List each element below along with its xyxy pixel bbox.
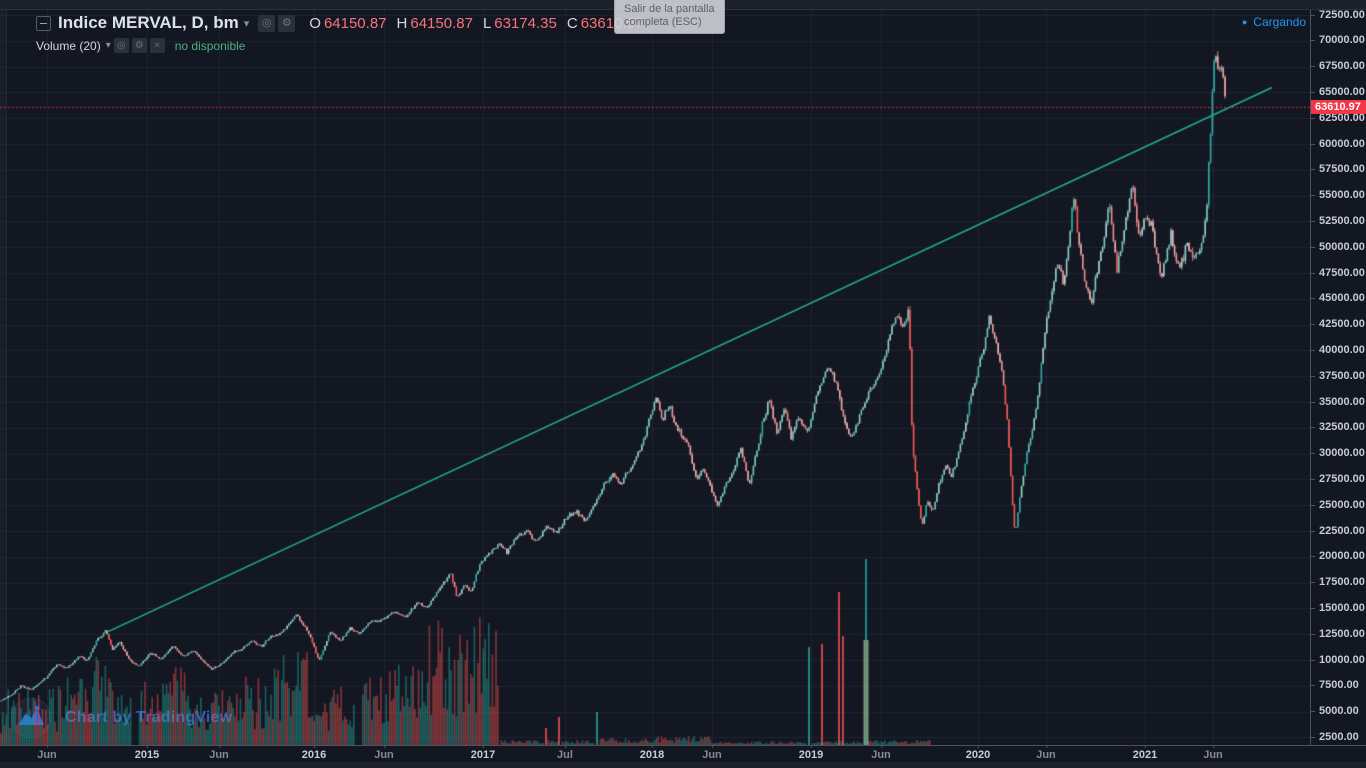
price-tick-label: 22500.00 [1311,525,1366,538]
price-tick-label: 65000.00 [1311,86,1366,99]
close-icon[interactable]: × [149,38,165,53]
price-tick-label: 5000.00 [1311,705,1366,718]
open-label: O [309,14,321,32]
price-tick-label: 30000.00 [1311,447,1366,460]
bottom-strip [0,762,1366,768]
legend-collapse-button[interactable] [36,15,51,31]
time-tick-label: Jun [374,745,394,761]
price-tick-label: 15000.00 [1311,602,1366,615]
time-tick-label: 2016 [301,745,327,761]
time-tick-label: Jun [1036,745,1056,761]
chevron-down-icon[interactable]: ▾ [243,17,250,30]
time-tick-label: Jun [871,745,891,761]
minus-icon [40,22,47,24]
price-tick-label: 25000.00 [1311,499,1366,512]
price-chart-canvas[interactable] [0,10,1310,745]
last-price-label: 63610.97 [1311,99,1366,114]
time-axis[interactable]: Jun 2015 Jun 2016 Jun 2017 Jul 2018 Jun 2019 Jun 20… [0,745,1366,762]
price-tick-label: 32500.00 [1311,421,1366,434]
close-label: C [566,14,578,32]
time-tick-label: Jun [1203,745,1223,761]
volume-indicator-row: Volume (20) ▾ ◎ ⚙ × no disponible [36,38,643,53]
time-tick-label: 2015 [134,745,160,761]
price-tick-label: 67500.00 [1311,60,1366,73]
chart-legend: Indice MERVAL, D, bm ▾ ◎ ⚙ O 64150.87 H 641… [36,13,643,53]
open-value: 64150.87 [323,14,387,32]
fullscreen-exit-toast: Salir de la pantalla completa (ESC) [614,0,725,34]
symbol-legend-row: Indice MERVAL, D, bm ▾ ◎ ⚙ O 64150.87 H 641… [36,13,643,33]
visibility-icon[interactable]: ◎ [258,14,276,32]
price-tick-label: 72500.00 [1311,9,1366,22]
time-tick-label: Jun [37,745,57,761]
time-tick-label: Jul [557,745,573,761]
ohlc-readout: O 64150.87 H 64150.87 L 63174.35 C 63610.97 [309,15,643,32]
price-tick-label: 12500.00 [1311,628,1366,641]
price-tick-label: 60000.00 [1311,138,1366,151]
indicator-status-text: no disponible [174,38,246,53]
price-tick-label: 10000.00 [1311,654,1366,667]
price-tick-label: 35000.00 [1311,396,1366,409]
low-value: 63174.35 [494,14,557,32]
price-tick-label: 57500.00 [1311,163,1366,176]
price-tick-label: 27500.00 [1311,473,1366,486]
high-label: H [396,14,408,32]
loading-dot-icon: ● [1241,17,1248,27]
symbol-title[interactable]: Indice MERVAL, D, bm [58,13,239,32]
toast-line-1: Salir de la pantalla [624,3,715,15]
time-tick-label: 2017 [470,745,496,761]
price-tick-label: 52500.00 [1311,215,1366,228]
time-tick-label: Jun [702,745,722,761]
price-tick-label: 2500.00 [1311,731,1366,744]
time-tick-label: 2021 [1132,745,1158,761]
chevron-down-icon[interactable]: ▾ [105,40,111,51]
price-tick-label: 50000.00 [1311,241,1366,254]
toast-line-2: completa (ESC) [624,16,702,28]
price-tick-label: 42500.00 [1311,318,1366,331]
time-tick-label: 2018 [639,745,665,761]
low-label: L [482,14,492,32]
time-tick-label: Jun [209,745,229,761]
high-value: 64150.87 [410,14,473,32]
visibility-icon[interactable]: ◎ [113,38,129,53]
time-tick-label: 2020 [965,745,991,761]
price-axis[interactable]: 63610.97 72500.00 70000.00 67500.00 65000.0… [1310,9,1366,745]
price-tick-label: 37500.00 [1311,370,1366,383]
price-tick-label: 20000.00 [1311,550,1366,563]
price-tick-label: 17500.00 [1311,576,1366,589]
volume-indicator-title[interactable]: Volume (20) [36,38,101,53]
price-tick-label: 70000.00 [1311,34,1366,47]
price-tick-label: 7500.00 [1311,679,1366,692]
gear-icon[interactable]: ⚙ [278,14,296,32]
loading-label: Cargando [1253,15,1306,29]
price-tick-label: 55000.00 [1311,189,1366,202]
price-tick-label: 62500.00 [1311,112,1366,125]
price-tick-label: 47500.00 [1311,267,1366,280]
loading-status: ● Cargando [1242,15,1306,29]
time-tick-label: 2019 [798,745,824,761]
gear-icon[interactable]: ⚙ [131,38,147,53]
price-tick-label: 40000.00 [1311,344,1366,357]
price-tick-label: 45000.00 [1311,292,1366,305]
